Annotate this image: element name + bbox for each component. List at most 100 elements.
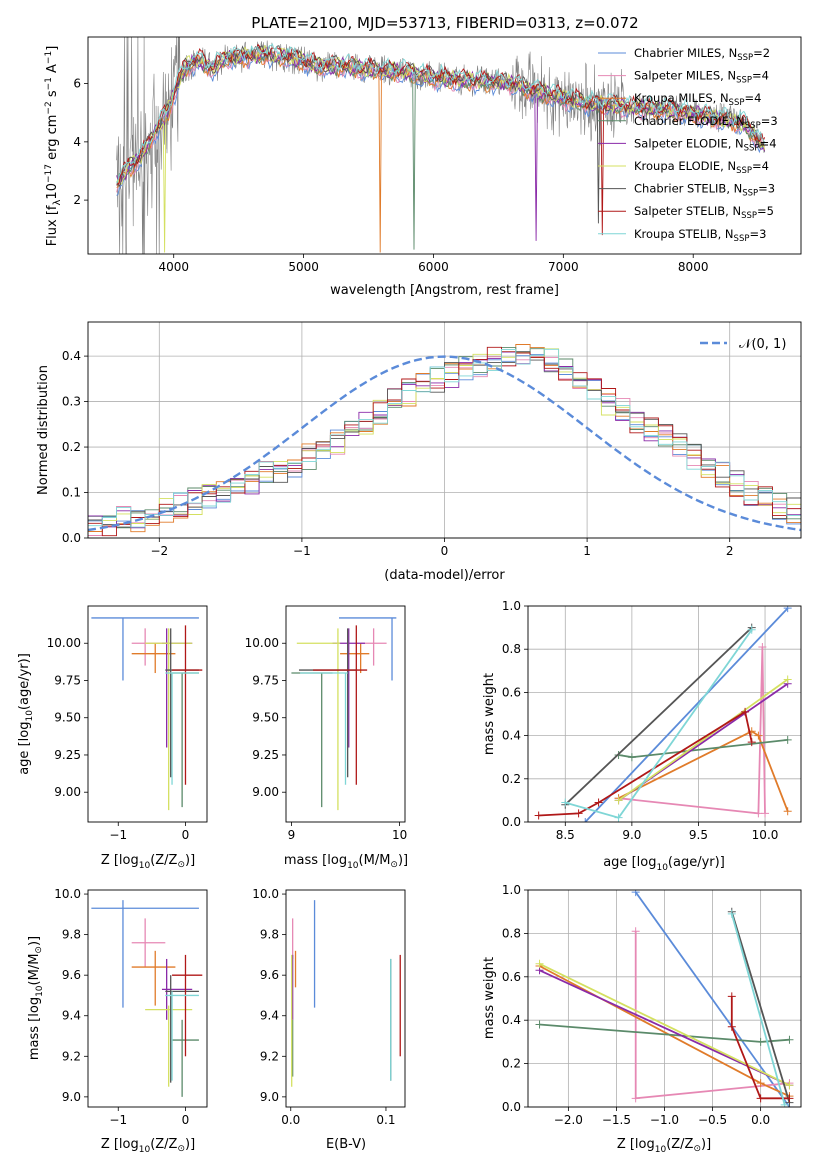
weight-line — [634, 891, 791, 1107]
model-line-kroupa-elodie — [116, 44, 766, 253]
y-tick-label: 9.00 — [54, 785, 81, 799]
weight-marker — [783, 675, 792, 684]
y-tick-label: 9.00 — [252, 785, 279, 799]
model-line-kroupa-stelib — [116, 43, 766, 184]
y-tick-label: 10.00 — [47, 636, 81, 650]
y-axis-label: mass [log10(M/M⊙)] — [27, 936, 45, 1060]
y-tick-label: 0.6 — [502, 970, 521, 984]
x-axis-label: E(B-V) — [326, 1137, 366, 1152]
x-tick-label: 0.0 — [751, 1113, 770, 1127]
plot-area — [291, 617, 397, 811]
weight-marker — [756, 1037, 765, 1046]
axes-Z_vs_age: −1 0 9.00 9.25 9.50 9.75 10.00 Z [log10(Z/Z⊙)] a… — [17, 605, 208, 871]
x-tick-label: 1 — [583, 544, 591, 558]
x-tick-label: 8.5 — [556, 828, 575, 842]
y-tick-label: 0.4 — [502, 729, 521, 743]
normal-curve — [88, 355, 801, 532]
weight-marker — [627, 753, 636, 762]
axes-frame — [527, 889, 802, 1108]
y-tick-label: 1.0 — [502, 599, 521, 613]
weight-marker — [783, 606, 792, 613]
x-tick-label: 8000 — [678, 260, 709, 274]
weight-marker — [535, 1020, 544, 1029]
weight-marker — [727, 1022, 736, 1031]
x-tick-label: 2 — [726, 544, 734, 558]
weight-marker — [631, 890, 640, 897]
y-tick-label: 9.2 — [62, 1049, 81, 1063]
weight-marker — [780, 1100, 789, 1107]
x-tick-label: −1.5 — [602, 1113, 631, 1127]
axes-age_vs_weight: 8.5 9.0 9.5 10.0 0.0 0.2 0.4 0.6 0.8 1.0 age [log1… — [482, 599, 802, 873]
histogram-chabrier-stelib — [88, 351, 801, 528]
y-tick-label: 0.0 — [62, 531, 81, 545]
weight-marker — [754, 731, 763, 740]
x-tick-label: −2.0 — [554, 1113, 583, 1127]
axes-frame — [87, 605, 208, 823]
y-axis-label: mass weight — [482, 957, 497, 1039]
y-tick-label: 0.8 — [502, 642, 521, 656]
plot-area — [91, 900, 203, 1097]
weight-marker — [561, 798, 570, 807]
y-tick-label: 0.1 — [62, 486, 81, 500]
weight-marker — [631, 1094, 640, 1103]
y-tick-label: 9.0 — [62, 1090, 81, 1104]
y-tick-label: 0.0 — [502, 1100, 521, 1114]
y-tick-label: 2 — [73, 193, 81, 207]
x-tick-label: 5000 — [288, 260, 319, 274]
axes-Z_vs_weight: −2.0 −1.5 −1.0 −0.5 0.0 0.0 0.2 0.4 0.6 0.8 1.0 Z [… — [482, 883, 802, 1155]
histogram-kroupa-stelib — [88, 348, 801, 528]
x-tick-label: 0 — [182, 828, 190, 842]
x-axis-label: Z [log10(Z/Z⊙)] — [101, 853, 195, 871]
y-tick-label: 9.4 — [260, 1009, 279, 1023]
plot-area — [88, 344, 801, 537]
x-tick-label: −1.0 — [650, 1113, 679, 1127]
y-tick-label: 0.3 — [62, 395, 81, 409]
y-tick-label: 9.8 — [62, 928, 81, 942]
legend-entry: Kroupa ELODIE, NSSP=4 — [634, 159, 769, 176]
axes-frame — [87, 321, 802, 539]
x-axis-label: (data-model)/error — [384, 568, 505, 583]
weight-marker — [758, 643, 767, 652]
weight-marker — [534, 811, 543, 820]
x-tick-label: 0 — [441, 544, 449, 558]
weight-line — [730, 913, 786, 1106]
x-axis-label: wavelength [Angstrom, rest frame] — [330, 283, 559, 298]
x-tick-label: 10.0 — [752, 828, 779, 842]
x-axis-label: mass [log10(M/M⊙)] — [284, 853, 408, 871]
legend-entry: Kroupa MILES, NSSP=4 — [634, 91, 761, 108]
y-tick-label: 9.8 — [260, 928, 279, 942]
x-tick-label: −0.5 — [698, 1113, 727, 1127]
model-line-salpeter-stelib — [116, 43, 766, 236]
figure-title: PLATE=2100, MJD=53713, FIBERID=0313, z=0… — [251, 14, 638, 32]
x-tick-label: 0 — [182, 1113, 190, 1127]
weight-line — [618, 678, 789, 802]
plot-area — [116, 37, 766, 254]
x-tick-label: 10 — [392, 828, 407, 842]
y-tick-label: 10.0 — [252, 887, 279, 901]
x-tick-label: 0.1 — [376, 1113, 395, 1127]
weight-marker — [785, 1081, 794, 1090]
y-tick-label: 6 — [73, 77, 81, 91]
x-axis-label: Z [log10(Z/Z⊙)] — [617, 1137, 711, 1155]
x-tick-label: 6000 — [418, 260, 449, 274]
y-tick-label: 10.00 — [245, 636, 279, 650]
weight-marker — [581, 818, 590, 822]
axes-spectrum: 4000 5000 6000 7000 8000 2 4 6 wavelength [Angst… — [44, 36, 802, 298]
y-tick-label: 1.0 — [502, 883, 521, 897]
legend-entry: Chabrier MILES, NSSP=2 — [634, 46, 770, 63]
model-line-chabrier-elodie — [116, 48, 766, 250]
weight-line — [584, 607, 789, 822]
legend-entry: Chabrier STELIB, NSSP=3 — [634, 182, 775, 199]
y-axis-label: mass weight — [482, 673, 497, 755]
axes-ebv_vs_mass: 0.0 0.1 9.0 9.2 9.4 9.6 9.8 10.0 E(B-V) — [252, 887, 406, 1152]
y-tick-label: 4 — [73, 135, 81, 149]
y-tick-label: 0.2 — [502, 772, 521, 786]
histogram-salpeter-stelib — [88, 346, 801, 537]
legend-entry: Kroupa STELIB, NSSP=3 — [634, 227, 766, 244]
weight-marker — [614, 796, 623, 805]
y-tick-label: 9.2 — [260, 1049, 279, 1063]
weight-marker — [783, 807, 792, 816]
weight-marker — [574, 809, 583, 818]
y-tick-label: 0.2 — [502, 1057, 521, 1071]
